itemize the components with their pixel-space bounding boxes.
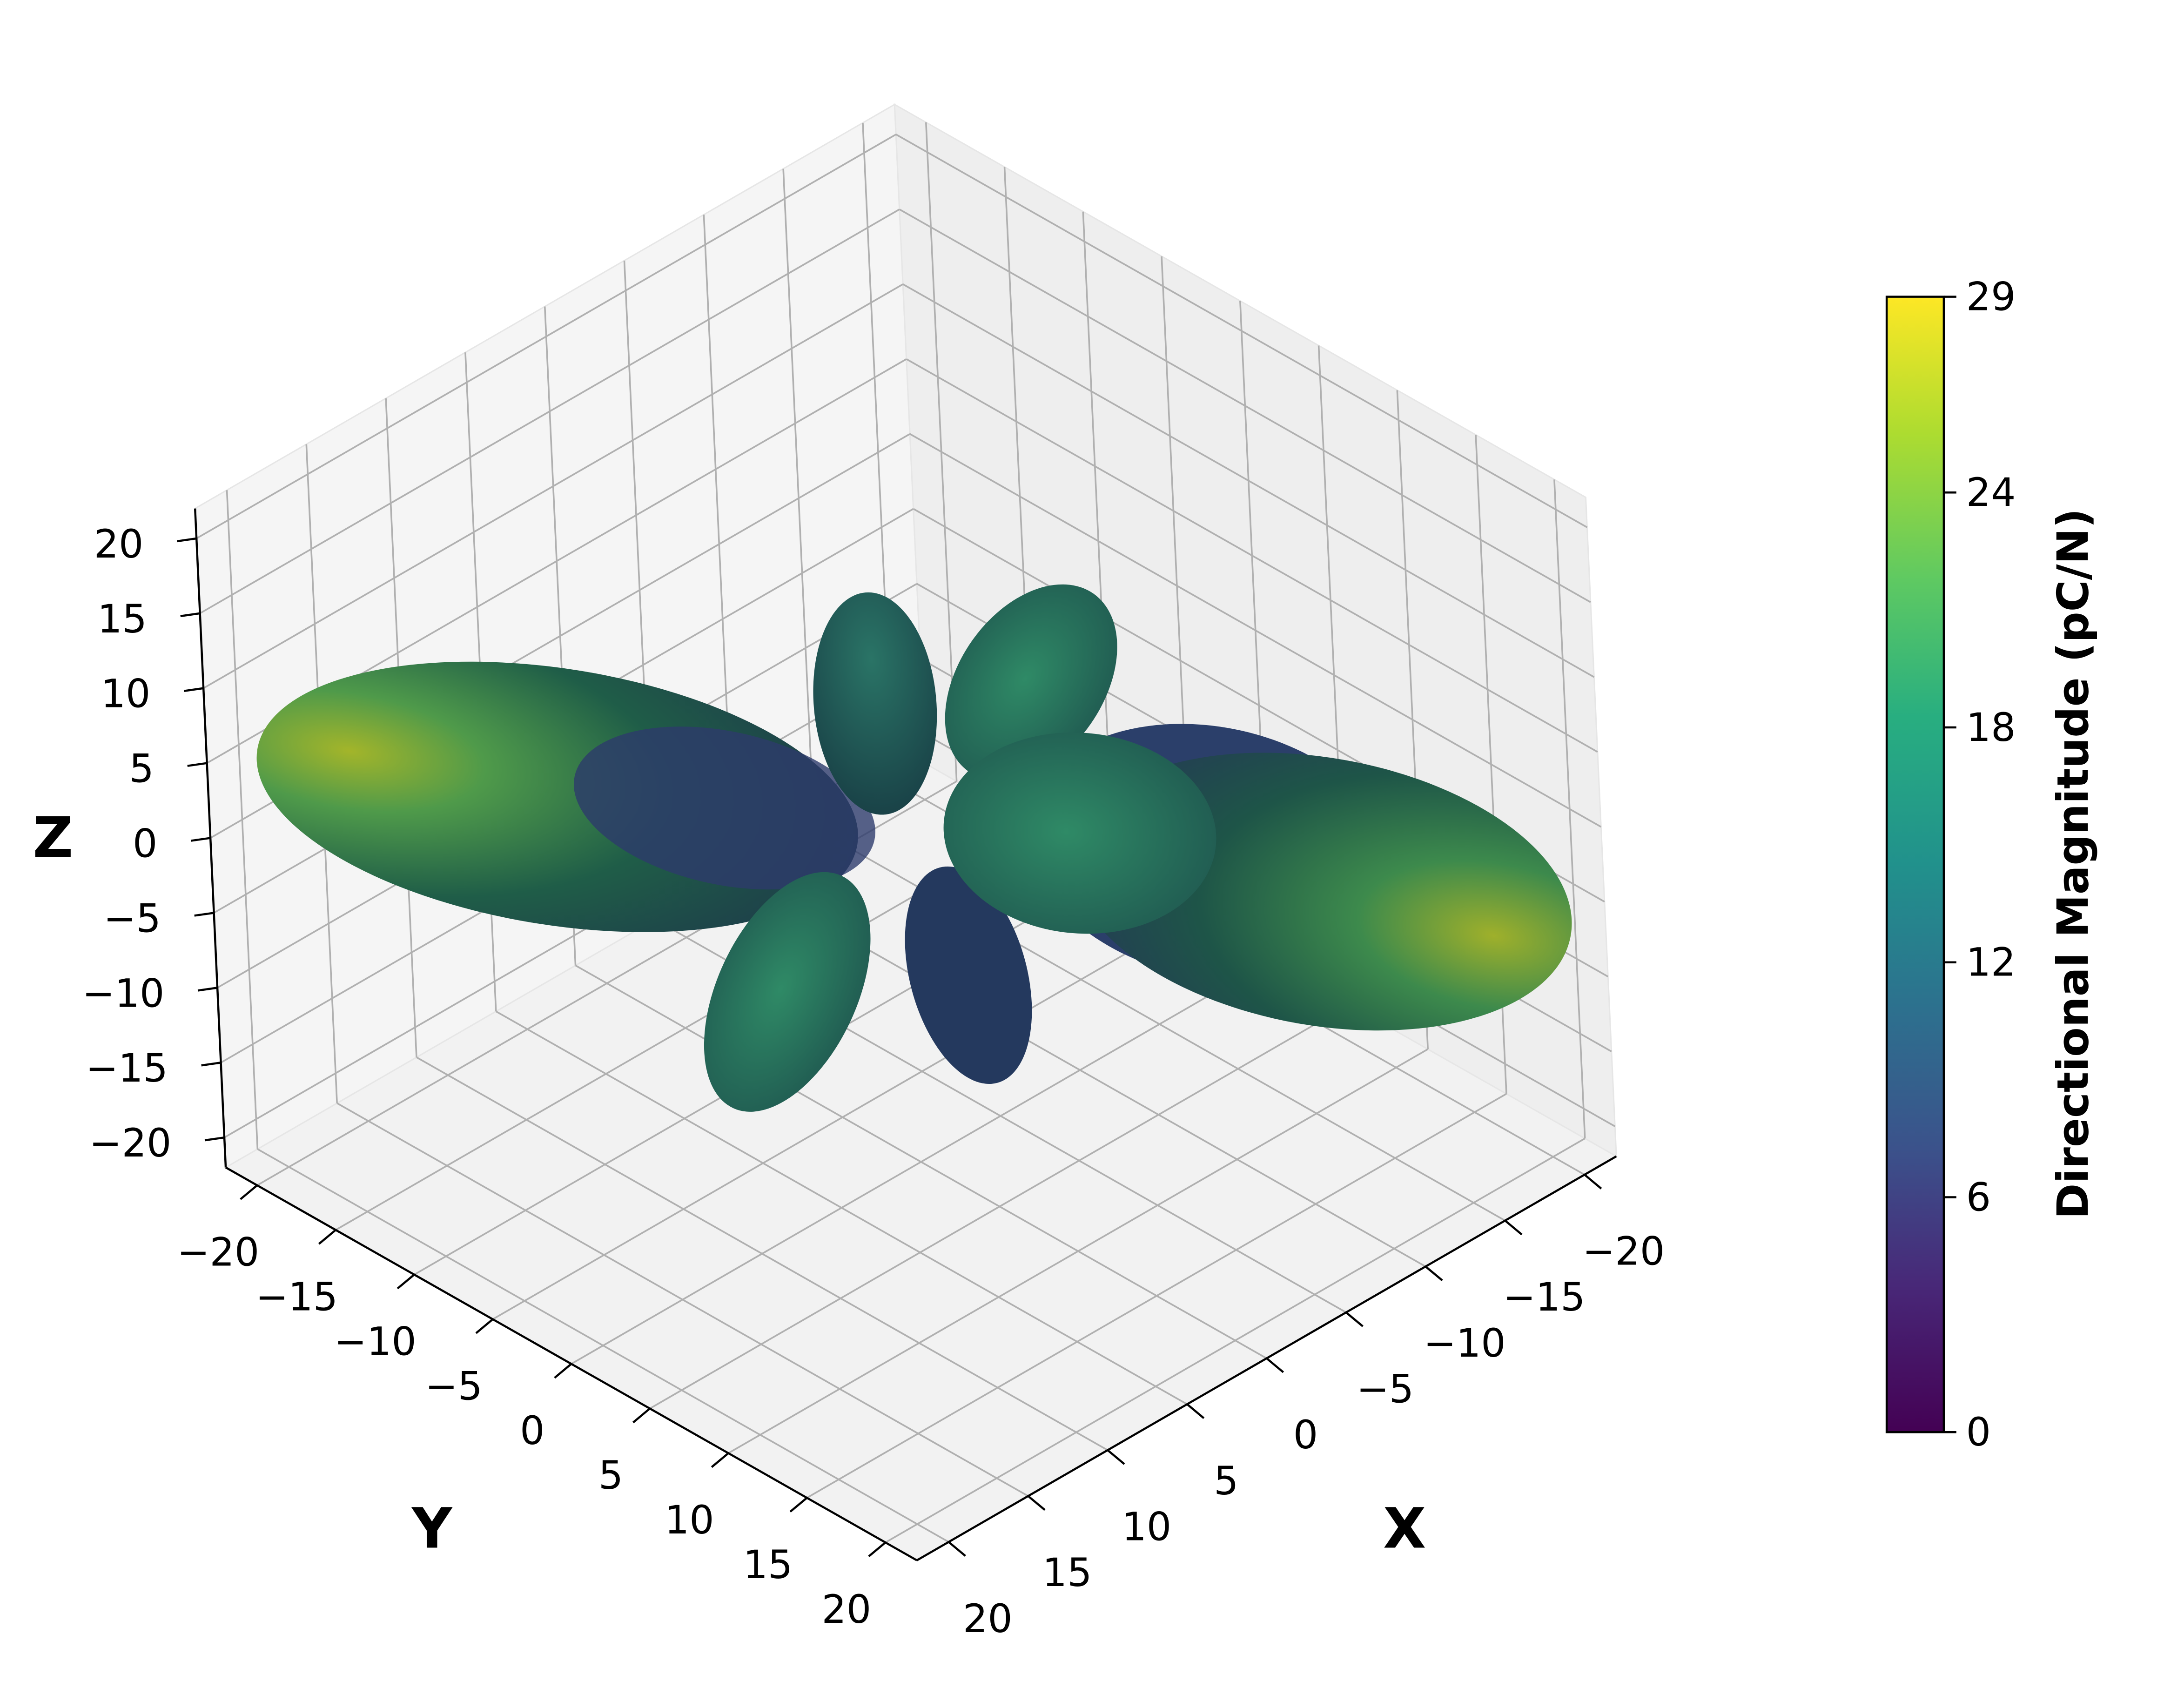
colorbar-tick-label: 0 bbox=[1966, 1409, 1991, 1455]
grid-line bbox=[199, 208, 900, 614]
grid-line bbox=[728, 1048, 1429, 1454]
tick-mark bbox=[711, 1452, 729, 1468]
tick-mark bbox=[197, 987, 218, 992]
grid-line bbox=[196, 134, 897, 539]
grid-line bbox=[806, 1093, 1507, 1499]
colorbar-label: Directional Magnitude (pC/N) bbox=[2048, 508, 2098, 1219]
z-tick-label: 20 bbox=[94, 521, 144, 567]
tick-mark bbox=[187, 762, 207, 767]
grid-line bbox=[902, 283, 1595, 678]
tick-mark bbox=[1425, 1265, 1443, 1282]
y-tick-label: 0 bbox=[520, 1408, 544, 1453]
tick-mark bbox=[318, 1229, 336, 1245]
x-tick-label: −20 bbox=[1582, 1229, 1665, 1274]
tick-mark bbox=[1345, 1311, 1364, 1327]
x-tick-label: 15 bbox=[1042, 1550, 1092, 1595]
tick-mark bbox=[190, 837, 211, 842]
tick-mark bbox=[201, 1062, 221, 1067]
tick-mark bbox=[204, 1136, 225, 1142]
tick-mark bbox=[1266, 1357, 1284, 1373]
grid-line bbox=[571, 959, 1271, 1365]
grid-line bbox=[909, 433, 1602, 828]
tick-mark bbox=[396, 1274, 415, 1290]
x-tick-label: −15 bbox=[1503, 1274, 1586, 1320]
tick-mark bbox=[1504, 1219, 1523, 1236]
grid-line bbox=[649, 1003, 1350, 1410]
z-tick-label: −10 bbox=[82, 970, 164, 1016]
grid-line bbox=[895, 134, 1588, 528]
x-tick-label: −5 bbox=[1357, 1366, 1414, 1412]
y-tick-label: −20 bbox=[177, 1230, 259, 1275]
grid-line bbox=[492, 915, 1193, 1320]
y-axis-label: Y bbox=[411, 1497, 453, 1561]
colorbar-tick-label: 6 bbox=[1966, 1174, 1991, 1220]
axis-lines: −20−15−10−505101520−20−15−10−505101520−2… bbox=[82, 508, 1665, 1641]
x-tick-label: 10 bbox=[1122, 1504, 1172, 1550]
y-tick-label: 15 bbox=[743, 1542, 793, 1587]
x-axis-label: X bbox=[1383, 1497, 1426, 1561]
z-tick-label: 10 bbox=[101, 671, 151, 717]
surface-lobe bbox=[945, 584, 1117, 781]
surface-lobe bbox=[704, 872, 871, 1112]
tick-mark bbox=[1107, 1449, 1125, 1465]
surface-lobe bbox=[573, 726, 875, 890]
y-tick-label: −15 bbox=[255, 1274, 338, 1319]
tick-mark bbox=[789, 1497, 808, 1513]
tick-mark bbox=[1027, 1495, 1046, 1511]
tick-mark bbox=[176, 537, 197, 543]
x-tick-label: 20 bbox=[963, 1596, 1013, 1641]
y-tick-label: −5 bbox=[425, 1363, 483, 1409]
grid-line bbox=[906, 358, 1598, 753]
colorbar-tick-label: 29 bbox=[1966, 274, 2016, 320]
colorbar-tick-label: 24 bbox=[1966, 470, 2016, 515]
x-tick-label: 0 bbox=[1293, 1412, 1318, 1458]
grid-line bbox=[203, 283, 904, 689]
y-tick-label: 10 bbox=[665, 1497, 714, 1543]
colorbar-tick-label: 18 bbox=[1966, 705, 2016, 750]
x-tick-label: −10 bbox=[1424, 1320, 1506, 1366]
tick-mark bbox=[475, 1318, 494, 1334]
grid-line bbox=[899, 208, 1591, 603]
tick-mark bbox=[240, 1184, 258, 1200]
tick-mark bbox=[868, 1541, 887, 1557]
x-tick-label: 5 bbox=[1214, 1458, 1238, 1504]
y-tick-label: 20 bbox=[821, 1587, 871, 1632]
tick-mark bbox=[180, 612, 200, 618]
tick-mark bbox=[632, 1407, 651, 1424]
y-tick-label: −10 bbox=[334, 1318, 417, 1364]
tick-mark bbox=[1186, 1403, 1205, 1419]
surface-lobe bbox=[813, 592, 937, 815]
tick-mark bbox=[194, 912, 214, 917]
tick-mark bbox=[948, 1541, 966, 1557]
y-tick-label: 5 bbox=[598, 1452, 623, 1498]
z-tick-label: 5 bbox=[129, 746, 154, 792]
z-tick-label: 0 bbox=[133, 820, 157, 866]
z-tick-label: −5 bbox=[103, 895, 161, 941]
z-axis-label: Z bbox=[33, 806, 73, 870]
colorbar-tick-label: 12 bbox=[1966, 940, 2016, 985]
grid-line bbox=[885, 1137, 1586, 1543]
z-tick-label: −15 bbox=[86, 1045, 168, 1091]
colorbar bbox=[1885, 296, 1945, 1433]
axis-line bbox=[225, 1166, 918, 1561]
surface bbox=[256, 584, 1572, 1112]
tick-mark bbox=[183, 687, 204, 692]
z-tick-label: −20 bbox=[89, 1120, 171, 1166]
surface-lobe bbox=[943, 732, 1216, 934]
z-tick-label: 15 bbox=[97, 596, 147, 642]
tick-mark bbox=[554, 1363, 572, 1379]
tick-mark bbox=[1584, 1174, 1602, 1190]
surface-lobe bbox=[905, 866, 1032, 1084]
